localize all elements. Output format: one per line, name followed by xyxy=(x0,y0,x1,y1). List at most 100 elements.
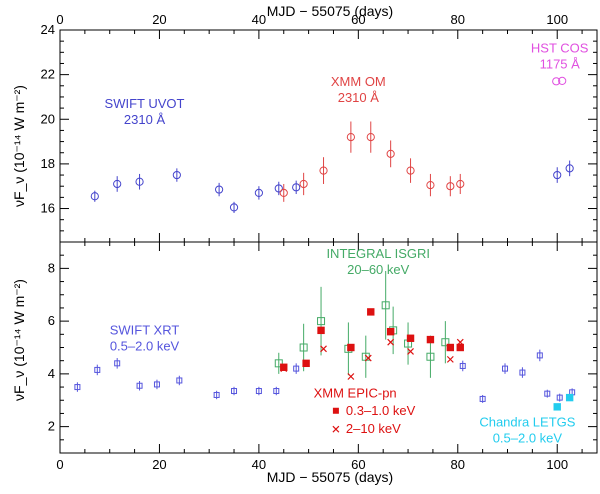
series-swift-uvot-2310 xyxy=(90,160,574,213)
data-point xyxy=(299,343,308,352)
data-point xyxy=(347,373,355,380)
data-point xyxy=(386,149,395,158)
x-tick-label: 100 xyxy=(546,457,568,472)
bottom-y-axis-title: νF_ν (10⁻¹⁴ W m⁻²) xyxy=(11,279,27,401)
y-tick-label: 2 xyxy=(48,419,55,434)
data-point xyxy=(459,362,466,369)
top-x-tick-label: 60 xyxy=(351,12,365,27)
series-label-hst-cos-1175: HST COS xyxy=(531,40,589,55)
data-point xyxy=(299,179,308,189)
data-point xyxy=(558,76,567,85)
series-label-integral-isgri-20-60-kev: INTEGRAL ISGRI xyxy=(326,246,430,261)
data-point xyxy=(136,382,143,389)
series-label-chandra-letgs-0-5-2-0-kev: 0.5–2.0 keV xyxy=(493,431,563,446)
data-point xyxy=(317,326,325,335)
data-point xyxy=(153,381,160,388)
y-tick-label: 24 xyxy=(41,22,55,37)
data-point xyxy=(519,369,526,376)
x-tick-label: 40 xyxy=(252,457,266,472)
data-point xyxy=(255,388,262,395)
data-point xyxy=(426,335,435,344)
data-point xyxy=(280,365,288,373)
data-point xyxy=(544,390,551,397)
data-point xyxy=(292,183,301,192)
series-label-xmm-epic-pn-0-3-1-0-kev: 0.3–1.0 keV xyxy=(346,403,416,418)
x-tick-label: 60 xyxy=(351,457,365,472)
data-point xyxy=(213,391,220,398)
data-point xyxy=(407,348,414,355)
data-point xyxy=(553,170,562,180)
series-swift-xrt-0-5-2-0-kev xyxy=(74,349,576,403)
data-point xyxy=(229,203,239,212)
y-tick-label: 16 xyxy=(41,201,55,216)
data-point xyxy=(386,327,395,336)
data-point xyxy=(231,388,238,395)
series-label-swift-uvot-2310: 2310 Å xyxy=(124,112,166,127)
data-point xyxy=(215,185,224,194)
series-label-xmm-epic-pn-2-10-kev: 2–10 keV xyxy=(346,421,401,436)
data-point xyxy=(319,166,328,175)
data-point xyxy=(113,179,122,189)
data-point xyxy=(426,352,435,361)
data-point xyxy=(456,338,464,346)
top-axis-title: MJD − 55075 (days) xyxy=(267,3,393,19)
top-x-tick-label: 80 xyxy=(451,12,465,27)
data-point xyxy=(135,177,144,186)
series-xmm-epic-pn-0-3-1-0-kev xyxy=(280,308,464,371)
data-point xyxy=(426,180,435,190)
series-chandra-letgs-0-5-2-0-kev xyxy=(553,393,574,411)
x-tick-label: 20 xyxy=(152,457,166,472)
y-tick-label: 20 xyxy=(41,111,55,126)
x-tick-label: 0 xyxy=(56,457,63,472)
y-tick-label: 18 xyxy=(41,156,55,171)
bottom-axis-title: MJD − 55075 (days) xyxy=(267,469,393,485)
data-point xyxy=(552,77,561,86)
data-point xyxy=(176,377,183,384)
top-x-tick-label: 0 xyxy=(56,12,63,27)
series-label-swift-uvot-2310: SWIFT UVOT xyxy=(105,96,185,111)
data-point xyxy=(565,393,574,402)
data-point xyxy=(346,133,355,142)
data-point xyxy=(441,338,450,347)
plot-frame-top xyxy=(59,29,598,243)
data-point xyxy=(366,133,375,142)
data-point xyxy=(446,182,455,191)
data-point xyxy=(320,345,327,353)
data-point xyxy=(114,360,121,367)
y-tick-label: 4 xyxy=(48,366,55,381)
y-tick-label: 8 xyxy=(48,260,55,275)
series-label-xmm-om-2310: 2310 Å xyxy=(338,90,380,105)
series-label-hst-cos-1175: 1175 Å xyxy=(540,56,581,71)
series-label-integral-isgri-20-60-kev: 20–60 keV xyxy=(347,262,409,277)
data-point xyxy=(446,355,454,363)
data-point xyxy=(406,166,415,175)
data-point xyxy=(364,354,372,362)
top-x-tick-label: 40 xyxy=(252,12,266,27)
data-point xyxy=(565,164,574,173)
series-label-swift-xrt-0-5-2-0-kev: 0.5–2.0 keV xyxy=(110,338,180,353)
legend-marker-xmm-epic-pn-0-3-1-0-kev xyxy=(332,407,339,414)
top-y-axis-title: νF_ν (10⁻¹⁴ W m⁻²) xyxy=(11,85,27,207)
series-xmm-epic-pn-2-10-kev xyxy=(280,338,464,380)
data-point xyxy=(274,184,283,193)
data-point xyxy=(456,343,464,352)
top-x-tick-label: 100 xyxy=(546,12,568,27)
y-tick-label: 22 xyxy=(41,67,55,82)
data-point xyxy=(293,365,300,372)
data-point xyxy=(387,338,395,346)
data-point xyxy=(479,395,486,402)
series-integral-isgri-20-60-kev xyxy=(274,271,450,378)
data-point xyxy=(367,308,375,316)
legend-marker-xmm-epic-pn-2-10-kev xyxy=(332,425,340,433)
x-tick-label: 80 xyxy=(451,457,465,472)
series-label-chandra-letgs-0-5-2-0-kev: Chandra LETGS xyxy=(479,415,575,430)
data-point xyxy=(381,301,390,310)
data-point xyxy=(172,170,181,180)
data-point xyxy=(94,366,101,373)
data-point xyxy=(274,359,283,368)
data-point xyxy=(317,317,326,326)
data-point xyxy=(446,343,455,352)
series-label-xmm-om-2310: XMM OM xyxy=(331,74,386,89)
